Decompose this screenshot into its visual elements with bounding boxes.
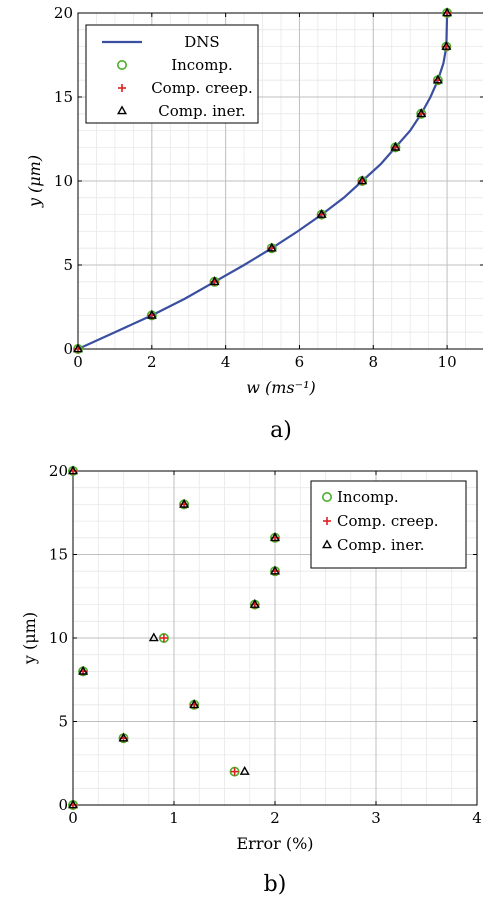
data-point (270, 532, 280, 542)
legend-label: Comp. creep. (337, 512, 439, 530)
legend-label: Incomp. (337, 488, 399, 506)
legend-label: Comp. creep. (151, 79, 253, 97)
legend-label: Comp. iner. (337, 536, 425, 554)
chart-b: 0 1 2 3 4 0 5 10 15 20 Error (%) y (μm) Incomp. Comp.… (20, 462, 482, 897)
data-point (316, 208, 327, 218)
x-axis-label: w (ms⁻¹) (246, 378, 316, 397)
x-tick-label: 4 (472, 809, 482, 827)
y-tick-label: 10 (49, 629, 68, 647)
legend-label: Incomp. (171, 56, 233, 74)
data-point (239, 765, 250, 775)
y-tick-label: 0 (63, 340, 73, 358)
data-point (118, 732, 129, 742)
x-tick-label: 4 (221, 353, 231, 371)
data-point (230, 767, 239, 776)
data-point (73, 343, 83, 353)
legend-marker (322, 539, 332, 549)
y-tick-label: 5 (58, 713, 68, 731)
y-tick-label: 5 (63, 256, 73, 274)
x-tick-label: 2 (147, 353, 157, 371)
legend-marker (323, 517, 331, 525)
data-point (441, 40, 452, 50)
y-axis-label: y (μm) (25, 155, 44, 208)
y-tick-label: 15 (49, 546, 68, 564)
legend-label: DNS (184, 33, 219, 51)
data-point (270, 565, 280, 575)
chart-a: 0 2 4 6 8 10 0 5 10 15 20 w (ms⁻¹) y (μm) DNS Incomp. C… (25, 4, 483, 443)
data-point (442, 7, 453, 17)
data-point (179, 498, 190, 508)
y-tick-label: 0 (58, 796, 68, 814)
data-point (158, 632, 169, 643)
legend-marker (118, 84, 126, 92)
data-point (229, 766, 240, 777)
y-axis-label: y (μm) (20, 612, 39, 665)
data-point (249, 598, 260, 608)
data-point (209, 276, 220, 286)
x-tick-label: 0 (73, 353, 83, 371)
legend-marker (117, 59, 128, 70)
legend-label: Comp. iner. (158, 102, 246, 120)
x-axis-label: Error (%) (236, 834, 313, 853)
data-point (266, 242, 277, 252)
chart-caption: b) (264, 872, 287, 897)
data-point (159, 634, 168, 642)
data-point (416, 108, 427, 118)
y-tick-label: 20 (49, 462, 68, 480)
data-point (78, 665, 89, 675)
data-point (148, 632, 159, 642)
data-point (146, 309, 157, 319)
data-point (357, 175, 368, 185)
y-tick-label: 10 (54, 172, 73, 190)
x-tick-label: 0 (68, 809, 78, 827)
data-point (68, 465, 78, 475)
data-point (432, 74, 443, 84)
series-comp-iner (73, 7, 453, 353)
x-tick-label: 2 (270, 809, 280, 827)
x-tick-label: 6 (295, 353, 305, 371)
data-point (189, 699, 200, 709)
legend: DNS Incomp. Comp. creep. Comp. iner. (85, 24, 259, 124)
legend: Incomp. Comp. creep. Comp. iner. (310, 480, 467, 569)
data-point (68, 799, 78, 809)
series-comp-iner (68, 465, 280, 809)
x-tick-label: 8 (368, 353, 378, 371)
legend-marker (117, 105, 127, 115)
chart-caption: a) (270, 418, 292, 443)
x-tick-label: 3 (371, 809, 381, 827)
x-tick-label: 10 (438, 353, 457, 371)
y-tick-label: 15 (54, 88, 73, 106)
legend-marker (321, 491, 332, 502)
x-tick-label: 1 (169, 809, 179, 827)
legend-box (310, 480, 467, 569)
data-point (390, 141, 401, 151)
y-tick-label: 20 (54, 4, 73, 22)
